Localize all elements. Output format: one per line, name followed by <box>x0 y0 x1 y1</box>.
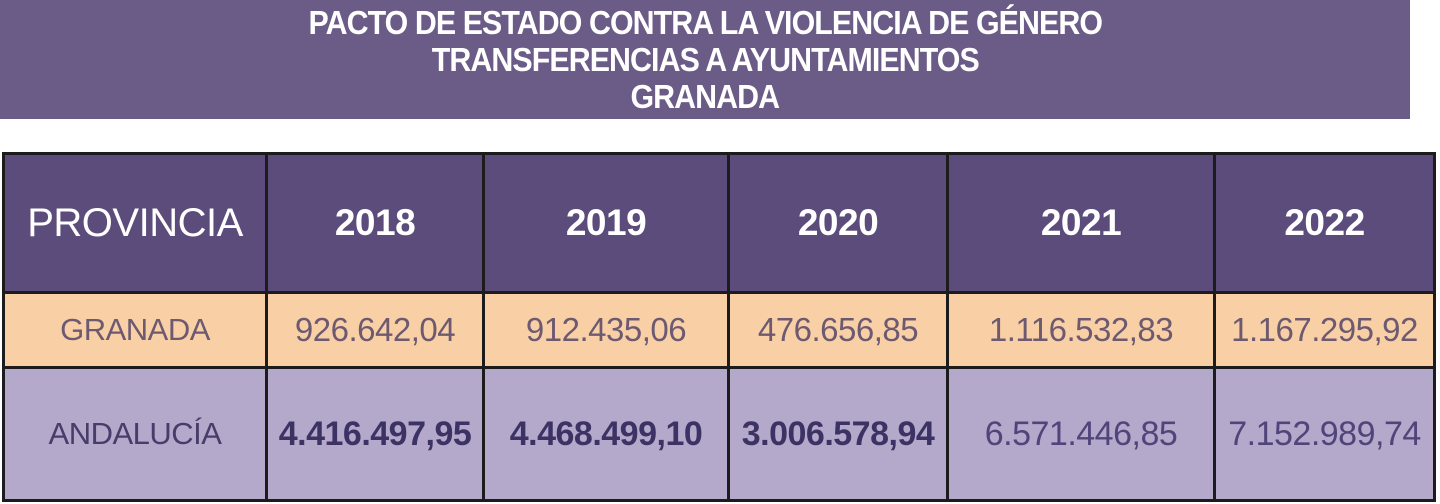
cell-granada-2020: 476.656,85 <box>730 294 946 366</box>
column-header-provincia: PROVINCIA <box>5 155 265 291</box>
banner-title-line-2: TRANSFERENCIAS A AYUNTAMIENTOS <box>431 41 979 78</box>
column-header-2022: 2022 <box>1216 155 1433 291</box>
banner-title-line-3: GRANADA <box>630 78 781 115</box>
title-banner: PACTO DE ESTADO CONTRA LA VIOLENCIA DE G… <box>0 0 1410 119</box>
column-header-2021: 2021 <box>949 155 1213 291</box>
transfers-table: PROVINCIA 2018 2019 2020 2021 2022 GRANA… <box>2 152 1436 502</box>
cell-andalucia-2019: 4.468.499,10 <box>485 369 727 499</box>
cell-andalucia-2021: 6.571.446,85 <box>949 369 1213 499</box>
row-label-granada: GRANADA <box>5 294 265 366</box>
cell-granada-2021: 1.116.532,83 <box>949 294 1213 366</box>
column-header-2019: 2019 <box>485 155 727 291</box>
cell-granada-2018: 926.642,04 <box>268 294 482 366</box>
column-header-2020: 2020 <box>730 155 946 291</box>
cell-andalucia-2018: 4.416.497,95 <box>268 369 482 499</box>
cell-andalucia-2020: 3.006.578,94 <box>730 369 946 499</box>
column-header-2018: 2018 <box>268 155 482 291</box>
cell-granada-2022: 1.167.295,92 <box>1216 294 1433 366</box>
banner-title-line-1: PACTO DE ESTADO CONTRA LA VIOLENCIA DE G… <box>308 4 1102 41</box>
cell-granada-2019: 912.435,06 <box>485 294 727 366</box>
cell-andalucia-2022: 7.152.989,74 <box>1216 369 1433 499</box>
row-label-andalucia: ANDALUCÍA <box>5 369 265 499</box>
